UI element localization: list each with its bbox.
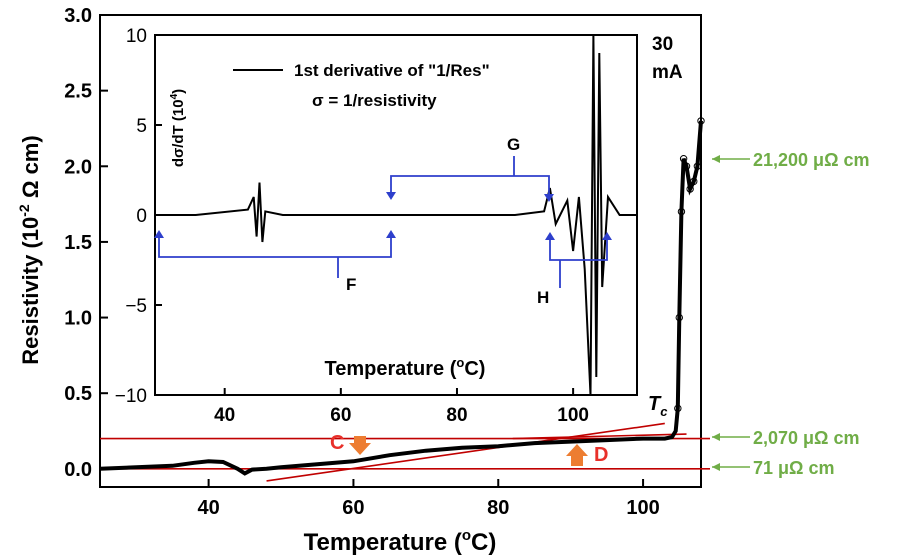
data-point: [693, 162, 702, 170]
inset-legend: 1st derivative of "1/Res": [294, 61, 490, 80]
main-x-ticks: 40 60 80 100: [197, 479, 660, 519]
label-21200: 21,200 μΩ cm: [753, 150, 870, 170]
main-y-tick-label: 0.0: [64, 459, 92, 481]
reference-line: [266, 422, 665, 482]
inset-x-tick-label: 40: [214, 405, 235, 426]
label-2070: 2,070 μΩ cm: [753, 428, 860, 448]
current-label-line1: 30: [652, 34, 673, 55]
arrow-up-icon: [386, 230, 396, 238]
arrow-d-icon: [566, 444, 588, 466]
inset-series: [155, 34, 637, 396]
arrow-up-icon: [154, 230, 164, 238]
data-point: [697, 117, 705, 125]
main-y-tick-label: 1.5: [64, 232, 92, 254]
main-y-tick-label: 3.0: [64, 5, 92, 27]
tc-label: Tc: [648, 393, 668, 419]
inset-y-tick-label: −5: [125, 296, 147, 317]
data-point: [677, 207, 686, 216]
inset-y-ticks: −10 −5 0 5 10: [115, 26, 162, 407]
annotation-d: D: [594, 444, 608, 466]
reference-line: [512, 433, 687, 440]
arrow-left-icon: [712, 433, 720, 441]
bracket-g: [390, 156, 550, 199]
data-point: [674, 404, 682, 413]
bracket-h: [549, 234, 608, 288]
main-x-axis-label: Temperature (oC): [304, 527, 497, 556]
data-point: [686, 185, 694, 193]
right-annotations: 21,200 μΩ cm 2,070 μΩ cm 71 μΩ cm: [712, 150, 870, 478]
inset-y-axis-label: dσ/dT (104): [169, 89, 187, 167]
main-x-tick-label: 100: [626, 497, 659, 519]
data-point: [679, 155, 688, 163]
derivative-series: [155, 34, 637, 396]
inset-legend-sub: σ = 1/resistivity: [312, 91, 437, 110]
inset-x-tick-label: 100: [557, 405, 589, 426]
resistivity-series: [99, 120, 703, 476]
arrow-up-icon: [602, 232, 612, 240]
main-x-tick-label: 40: [197, 497, 219, 519]
inset-x-tick-label: 80: [446, 405, 467, 426]
main-y-ticks: 0.0 0.5 1.0 1.5 2.0 2.5 3.0: [64, 5, 108, 481]
inset-x-ticks: 40 60 80 100: [214, 388, 589, 426]
main-y-tick-label: 2.5: [64, 81, 92, 103]
main-x-tick-label: 60: [342, 497, 364, 519]
inset-chart: −10 −5 0 5 10 40 60 80 100 1st derivative of "1…: [115, 26, 638, 426]
data-point: [675, 313, 683, 322]
arrow-left-icon: [712, 155, 720, 163]
inset-y-tick-label: 0: [136, 206, 147, 227]
bracket-label-g: G: [507, 135, 520, 154]
arrow-down-icon: [544, 194, 554, 202]
bracket-label-f: F: [346, 275, 356, 294]
current-label-line2: mA: [652, 62, 683, 83]
main-y-tick-label: 0.5: [64, 383, 92, 405]
main-y-axis-label: Resistivity (10-2 Ω cm): [16, 135, 43, 364]
inset-y-tick-label: 10: [126, 26, 147, 47]
bracket-label-h: H: [537, 288, 549, 307]
bracket-f: [158, 232, 392, 278]
main-x-tick-label: 80: [487, 497, 509, 519]
arrow-left-icon: [712, 463, 720, 471]
data-point: [690, 177, 698, 186]
arrow-down-icon: [386, 192, 396, 200]
annotation-c: C: [330, 432, 344, 454]
main-y-tick-label: 2.0: [64, 156, 92, 178]
data-point: [682, 162, 691, 170]
inset-y-tick-label: −10: [115, 386, 147, 407]
inset-x-tick-label: 60: [330, 405, 351, 426]
inset-x-axis-label: Temperature (oC): [325, 355, 486, 380]
main-series: [99, 117, 705, 476]
main-y-tick-label: 1.0: [64, 308, 92, 330]
arrow-c-icon: [349, 436, 371, 455]
inset-y-tick-label: 5: [136, 116, 147, 137]
arrow-up-icon: [545, 232, 555, 240]
label-71: 71 μΩ cm: [753, 458, 834, 478]
